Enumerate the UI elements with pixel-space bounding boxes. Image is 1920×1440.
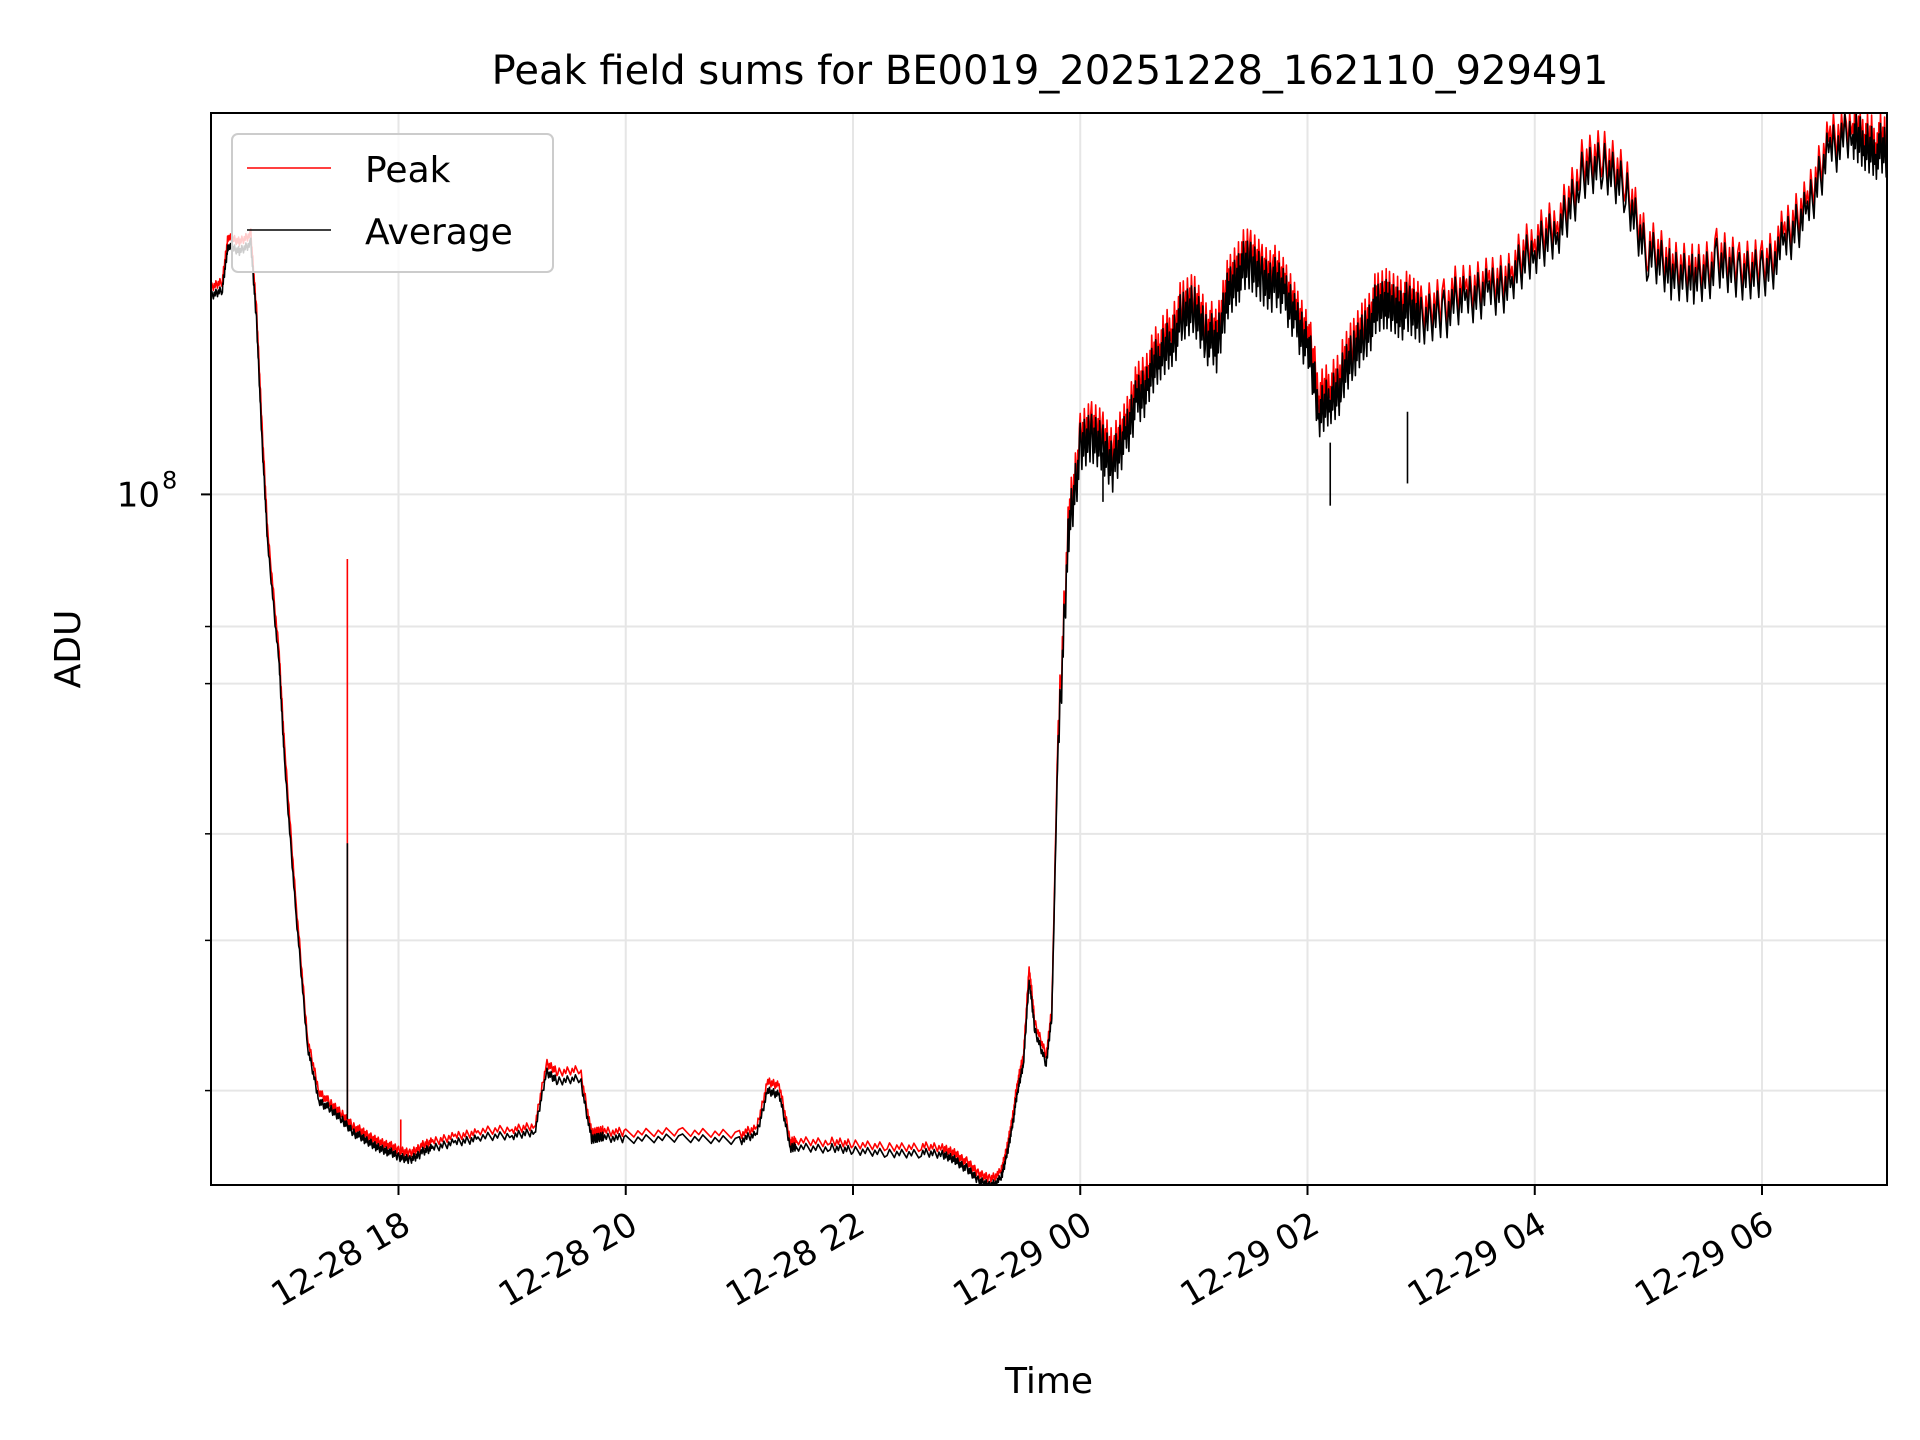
x-axis-label: Time xyxy=(1004,1361,1093,1402)
series-line-peak xyxy=(210,112,1888,1183)
grid xyxy=(211,113,1887,1185)
legend: Peak Average xyxy=(231,133,554,273)
plot-frame xyxy=(210,112,1888,1186)
chart-title: Peak field sums for BE0019_20251228_1621… xyxy=(492,48,1609,94)
y-tick-label-exponent: 8 xyxy=(162,466,177,494)
legend-peak-label: Peak xyxy=(365,150,451,191)
y-axis-label: ADU xyxy=(48,610,89,689)
y-tick-label-base: 10 xyxy=(117,475,160,515)
legend-average-label: Average xyxy=(365,212,513,253)
series-line-average xyxy=(210,112,1888,1186)
plot-series xyxy=(210,112,1888,1186)
